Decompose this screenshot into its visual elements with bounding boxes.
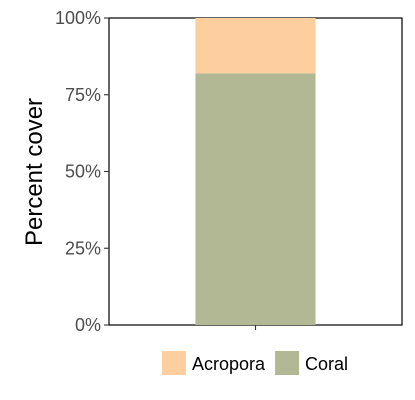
bar-group: [195, 18, 316, 325]
y-axis-title: Percent cover: [21, 98, 48, 246]
bar-segment-coral: [195, 73, 316, 325]
y-tick-label: 50%: [65, 162, 101, 182]
legend-swatch-coral: [275, 351, 300, 375]
bar-segment-acropora: [195, 18, 316, 74]
legend: Acropora Coral: [162, 351, 348, 375]
legend-label-acropora: Acropora: [192, 354, 266, 374]
y-axis: 0% 25% 50% 75% 100%: [55, 8, 109, 335]
legend-label-coral: Coral: [305, 354, 348, 374]
legend-swatch-acropora: [162, 351, 186, 375]
y-tick-label: 25%: [65, 238, 101, 258]
y-tick-label: 75%: [65, 85, 101, 105]
y-tick-label: 0%: [75, 315, 101, 335]
y-tick-label: 100%: [55, 8, 101, 28]
